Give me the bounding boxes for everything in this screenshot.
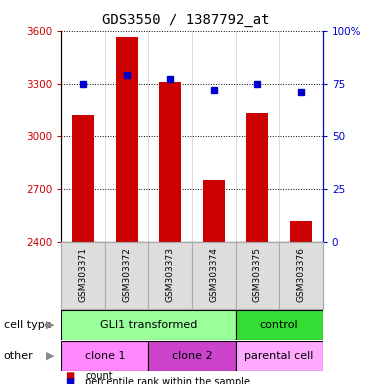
Text: clone 2: clone 2 (172, 351, 212, 361)
Bar (159, 82, 181, 242)
Bar (61, 242, 105, 309)
Bar (236, 341, 323, 371)
Text: GSM303375: GSM303375 (253, 247, 262, 302)
Bar (61, 310, 236, 340)
Text: other: other (4, 351, 33, 361)
Text: parental cell: parental cell (244, 351, 314, 361)
Bar (72, 115, 94, 242)
Bar (105, 242, 148, 309)
Bar (246, 113, 268, 242)
Bar (236, 242, 279, 309)
Text: count: count (85, 371, 113, 381)
Bar (61, 341, 148, 371)
Text: GSM303372: GSM303372 (122, 247, 131, 302)
Bar (116, 37, 138, 242)
Text: GSM303371: GSM303371 (79, 247, 88, 302)
Bar (236, 310, 323, 340)
Text: GDS3550 / 1387792_at: GDS3550 / 1387792_at (102, 13, 269, 27)
Text: ▶: ▶ (46, 351, 54, 361)
Text: ▶: ▶ (46, 320, 54, 330)
Text: cell type: cell type (4, 320, 51, 330)
Text: ■: ■ (65, 377, 74, 384)
Bar (290, 221, 312, 242)
Text: GSM303374: GSM303374 (209, 247, 218, 302)
Bar (192, 242, 236, 309)
Text: GSM303373: GSM303373 (166, 247, 175, 302)
Bar (148, 341, 236, 371)
Text: percentile rank within the sample: percentile rank within the sample (85, 377, 250, 384)
Text: GSM303376: GSM303376 (296, 247, 305, 302)
Text: ■: ■ (65, 371, 74, 381)
Text: GLI1 transformed: GLI1 transformed (100, 320, 197, 330)
Bar (148, 242, 192, 309)
Text: clone 1: clone 1 (85, 351, 125, 361)
Text: control: control (260, 320, 299, 330)
Bar (279, 242, 323, 309)
Bar (203, 180, 225, 242)
